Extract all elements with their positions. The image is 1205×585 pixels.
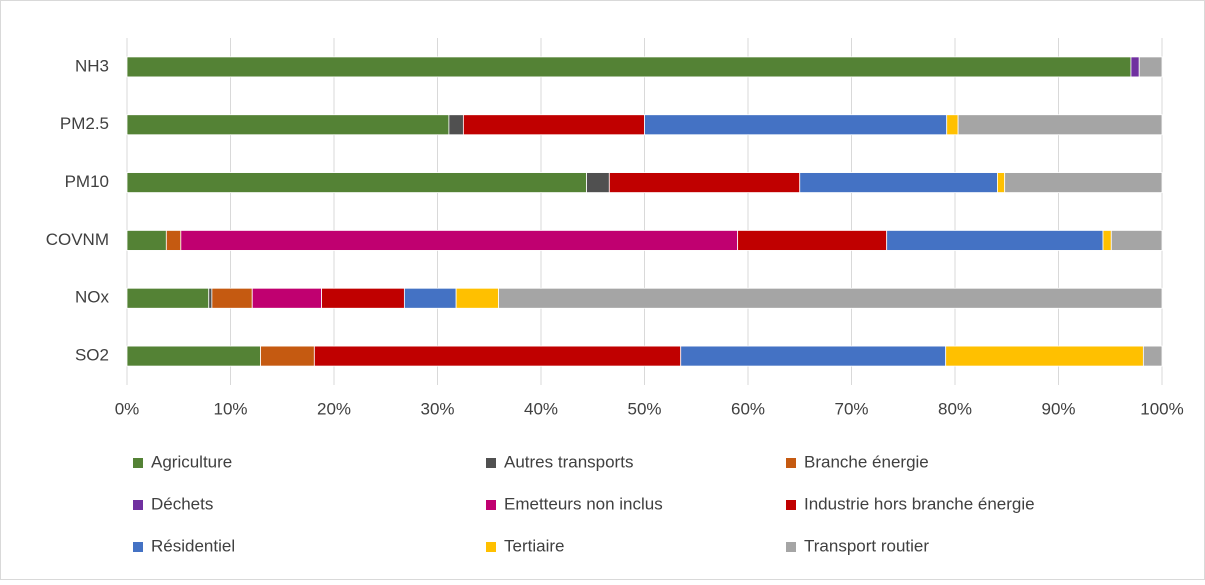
- bar-segment: [448, 114, 464, 136]
- bar-segment: [165, 230, 182, 251]
- bar-segment: [208, 287, 213, 309]
- legend-swatch: [786, 458, 796, 468]
- bar-segment: [126, 56, 1132, 78]
- bar-segment: [126, 114, 450, 136]
- x-tick-label: 0%: [115, 399, 140, 418]
- x-tick-label: 90%: [1041, 399, 1075, 418]
- bar-segment: [126, 230, 167, 251]
- bar-segment: [126, 172, 587, 193]
- legend-label: Agriculture: [151, 452, 232, 471]
- bar-segment: [498, 287, 1163, 309]
- legend-swatch: [486, 542, 496, 552]
- bar-segment: [644, 114, 948, 136]
- legend-swatch: [486, 500, 496, 510]
- x-tick-label: 50%: [627, 399, 661, 418]
- bar-segment: [251, 287, 322, 309]
- bar-segment: [1102, 230, 1112, 251]
- legend-swatch: [133, 458, 143, 468]
- legend-label: Résidentiel: [151, 536, 235, 555]
- bar-segment: [1142, 345, 1163, 367]
- bar-segment: [1110, 230, 1163, 251]
- bar-segment: [997, 172, 1006, 193]
- bar-segment: [260, 345, 315, 367]
- bar-segment: [1130, 56, 1140, 78]
- legend-swatch: [133, 500, 143, 510]
- bar-segment: [946, 114, 959, 136]
- legend-label: Branche énergie: [804, 452, 929, 471]
- y-tick-label: SO2: [75, 346, 109, 365]
- bar-segment: [799, 172, 998, 193]
- x-tick-label: 40%: [524, 399, 558, 418]
- legend-swatch: [786, 542, 796, 552]
- bar-segment: [957, 114, 1163, 136]
- legend-swatch: [133, 542, 143, 552]
- bar-segment: [211, 287, 253, 309]
- bar-segment: [608, 172, 801, 193]
- bar-segment: [455, 287, 499, 309]
- y-tick-label: NH3: [75, 56, 109, 75]
- legend-label: Emetteurs non inclus: [504, 494, 663, 513]
- legend-label: Tertiaire: [504, 536, 564, 555]
- x-tick-label: 80%: [938, 399, 972, 418]
- y-tick-label: NOx: [75, 288, 110, 307]
- bar-segment: [680, 345, 947, 367]
- bar-segment: [886, 230, 1104, 251]
- bar-segment: [126, 345, 261, 367]
- bar-segment: [403, 287, 457, 309]
- bar-segment: [313, 345, 682, 367]
- bar-segment: [180, 230, 739, 251]
- y-tick-label: PM10: [65, 172, 109, 191]
- y-tick-label: COVNM: [46, 230, 109, 249]
- x-tick-label: 10%: [213, 399, 247, 418]
- legend-swatch: [786, 500, 796, 510]
- bar-segment: [1138, 56, 1163, 78]
- legend-label: Industrie hors branche énergie: [804, 494, 1035, 513]
- x-tick-label: 30%: [420, 399, 454, 418]
- legend-label: Transport routier: [804, 536, 929, 555]
- legend-swatch: [486, 458, 496, 468]
- y-tick-label: PM2.5: [60, 114, 109, 133]
- x-tick-label: 100%: [1140, 399, 1183, 418]
- bar-segment: [321, 287, 405, 309]
- bar-segment: [1004, 172, 1163, 193]
- legend-label: Déchets: [151, 494, 213, 513]
- bar-segment: [737, 230, 888, 251]
- bar-segment: [126, 287, 210, 309]
- bar-segment: [586, 172, 610, 193]
- bar-segment: [462, 114, 645, 136]
- x-tick-label: 70%: [834, 399, 868, 418]
- bar-segment: [945, 345, 1144, 367]
- legend-label: Autres transports: [504, 452, 633, 471]
- x-tick-label: 20%: [317, 399, 351, 418]
- x-tick-label: 60%: [731, 399, 765, 418]
